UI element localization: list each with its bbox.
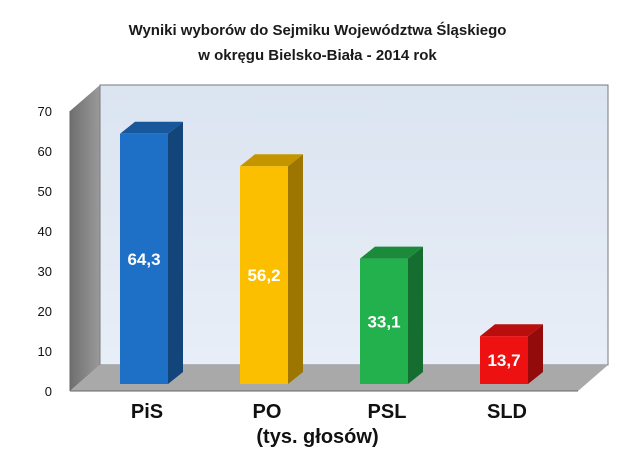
bar-side	[408, 246, 423, 384]
bar-po: 56,2	[240, 154, 303, 384]
chart-subtitle: w okręgu Bielsko-Biała - 2014 rok	[198, 47, 437, 64]
bar-sld: 13,7	[480, 324, 543, 384]
category-label: PSL	[368, 401, 407, 423]
bar-psl: 33,1	[360, 246, 423, 384]
y-tick-label: 60	[38, 144, 52, 159]
data-label: 13,7	[487, 351, 520, 370]
bar-front	[240, 166, 288, 384]
y-tick-label: 70	[38, 104, 52, 119]
data-label: 64,3	[127, 250, 160, 269]
bar-top	[120, 121, 183, 134]
y-tick-label: 30	[38, 264, 52, 279]
category-label: PiS	[131, 401, 163, 423]
bar-side	[528, 324, 543, 384]
y-tick-label: 10	[38, 344, 52, 359]
y-tick-label: 50	[38, 184, 52, 199]
bar-front	[120, 133, 168, 384]
data-label: 33,1	[367, 312, 400, 331]
floor	[70, 365, 608, 391]
bar-top	[360, 246, 423, 259]
bar-side	[288, 154, 303, 384]
chart-title: Wyniki wyborów do Sejmiku Województwa Śl…	[128, 22, 507, 39]
data-label: 56,2	[247, 266, 280, 285]
bar-top	[240, 154, 303, 167]
x-axis-label: (tys. głosów)	[256, 426, 379, 448]
category-label: SLD	[487, 401, 527, 423]
bar-front	[480, 336, 528, 384]
bar-top	[480, 324, 543, 337]
side-wall	[70, 85, 100, 391]
category-label: PO	[253, 401, 282, 423]
y-tick-label: 0	[45, 384, 52, 399]
bar-front	[360, 258, 408, 384]
y-tick-label: 20	[38, 304, 52, 319]
bar-pis: 64,3	[120, 121, 183, 385]
y-tick-label: 40	[38, 224, 52, 239]
bar-side	[168, 121, 183, 385]
